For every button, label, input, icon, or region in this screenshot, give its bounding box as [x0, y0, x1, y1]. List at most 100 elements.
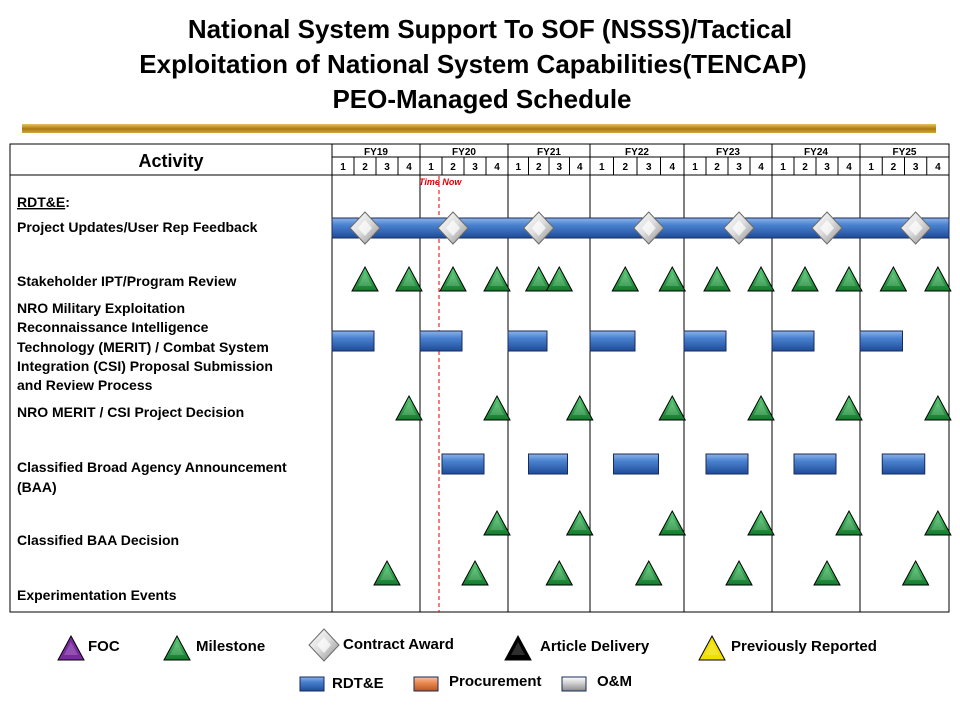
milestone-triangle-highlight — [572, 402, 587, 415]
milestone-triangle — [924, 509, 952, 536]
rdte-bar — [771, 330, 815, 352]
legend-foc-label: FOC — [88, 638, 120, 655]
quarter-label: 1 — [692, 162, 698, 173]
milestone-triangle-shape — [395, 265, 423, 292]
quarter-label: 3 — [824, 162, 830, 173]
milestone-triangle-highlight — [886, 273, 901, 286]
contract-award-diamond-highlight — [358, 220, 372, 236]
milestone-triangle — [565, 509, 594, 536]
milestone-triangle-highlight — [732, 567, 746, 580]
legend-foc-icon — [57, 634, 85, 661]
milestone-triangle-shape — [924, 394, 952, 421]
milestone-triangle — [611, 265, 640, 292]
milestone-triangle-shape — [611, 265, 640, 292]
contract-award-diamond-highlight — [732, 220, 746, 236]
milestone-triangle-shape — [439, 265, 467, 292]
milestone-triangle-highlight — [490, 402, 504, 415]
rdte-bar — [589, 330, 636, 352]
quarter-label: 4 — [494, 162, 500, 173]
quarter-label: 3 — [646, 162, 652, 173]
rdte-bar — [705, 453, 749, 475]
milestone-triangle-highlight — [930, 517, 945, 530]
activity-label: NRO MERIT / CSI Project Decision — [17, 404, 244, 420]
legend-milestone-icon-highlight — [170, 642, 184, 655]
contract-award-diamond — [723, 211, 755, 245]
legend-om-icon — [561, 676, 587, 692]
milestone-triangle-shape — [483, 265, 511, 292]
activity-label: Project Updates/User Rep Feedback — [17, 219, 258, 235]
milestone-triangle — [747, 509, 775, 536]
rdte-bar — [793, 453, 837, 475]
quarter-label: 3 — [736, 162, 742, 173]
contract-award-diamond-highlight — [820, 220, 834, 236]
milestone-triangle — [725, 559, 753, 586]
milestone-triangle-highlight — [618, 273, 633, 286]
activity-label: Stakeholder IPT/Program Review — [17, 273, 237, 289]
contract-award-diamond-highlight — [446, 220, 460, 236]
fy-label: FY21 — [537, 147, 561, 158]
title-line-2: Exploitation of National System Capabili… — [139, 49, 807, 79]
milestone-triangle-shape — [373, 559, 401, 586]
milestone-triangle-highlight — [710, 273, 724, 286]
quarter-label: 3 — [384, 162, 390, 173]
fy-label: FY20 — [452, 147, 476, 158]
quarter-label: 1 — [340, 162, 346, 173]
fy-label: FY22 — [625, 147, 649, 158]
legend-article-delivery-icon-highlight — [511, 642, 525, 655]
title-divider — [22, 124, 936, 133]
milestone-triangle-highlight — [798, 273, 812, 286]
quarter-label: 2 — [362, 162, 368, 173]
milestone-triangle-shape — [924, 509, 952, 536]
milestone-triangle — [924, 265, 952, 292]
time-now-label: Time Now — [419, 177, 462, 187]
milestone-triangle-shape — [747, 394, 775, 421]
milestone-triangle-highlight — [665, 517, 680, 530]
title-line-1: National System Support To SOF (NSSS)/Ta… — [187, 14, 793, 44]
milestone-triangle-shape — [747, 509, 775, 536]
legend-rdte-label: RDT&E — [332, 675, 384, 692]
legend-om-label: O&M — [597, 673, 632, 690]
milestone-triangle — [545, 265, 574, 292]
milestone-triangle-highlight — [402, 402, 416, 415]
quarter-label: 4 — [669, 162, 675, 173]
milestone-triangle-shape — [747, 265, 775, 292]
milestone-triangle-shape — [634, 559, 663, 586]
milestone-triangle — [483, 265, 511, 292]
milestone-triangle — [658, 509, 687, 536]
milestone-triangle — [747, 265, 775, 292]
milestone-triangle-shape — [545, 559, 574, 586]
legend-foc-icon-highlight — [64, 642, 78, 655]
quarter-label: 1 — [868, 162, 874, 173]
milestone-triangle-highlight — [446, 273, 460, 286]
quarter-label: 3 — [556, 162, 562, 173]
milestone-triangle-highlight — [842, 517, 856, 530]
legend-article-delivery-label: Article Delivery — [540, 638, 650, 655]
milestone-triangle — [373, 559, 401, 586]
milestone-triangle — [395, 265, 423, 292]
milestone-triangle-shape — [835, 509, 863, 536]
milestone-triangle-shape — [725, 559, 753, 586]
legend-milestone-label: Milestone — [196, 638, 266, 655]
milestone-triangle — [879, 265, 908, 292]
rdte-bar — [528, 453, 568, 475]
fy-label: FY23 — [716, 147, 740, 158]
milestone-triangle-highlight — [665, 402, 680, 415]
fy-label: FY24 — [804, 147, 828, 158]
contract-award-diamond — [633, 211, 665, 245]
legend-procurement-label: Procurement — [449, 673, 542, 690]
contract-award-diamond — [811, 211, 843, 245]
milestone-triangle-highlight — [754, 273, 768, 286]
milestone-triangle — [545, 559, 574, 586]
activity-label: Classified BAA Decision — [17, 532, 179, 548]
milestone-triangle — [439, 265, 467, 292]
milestone-triangle — [634, 559, 663, 586]
milestone-triangle-shape — [545, 265, 574, 292]
milestone-triangle-highlight — [490, 517, 504, 530]
legend-rdte-icon — [299, 676, 325, 692]
contract-award-diamond — [523, 211, 555, 245]
quarter-label: 2 — [714, 162, 720, 173]
milestone-triangle-highlight — [908, 567, 923, 580]
milestone-triangle — [813, 559, 841, 586]
milestone-triangle — [924, 394, 952, 421]
